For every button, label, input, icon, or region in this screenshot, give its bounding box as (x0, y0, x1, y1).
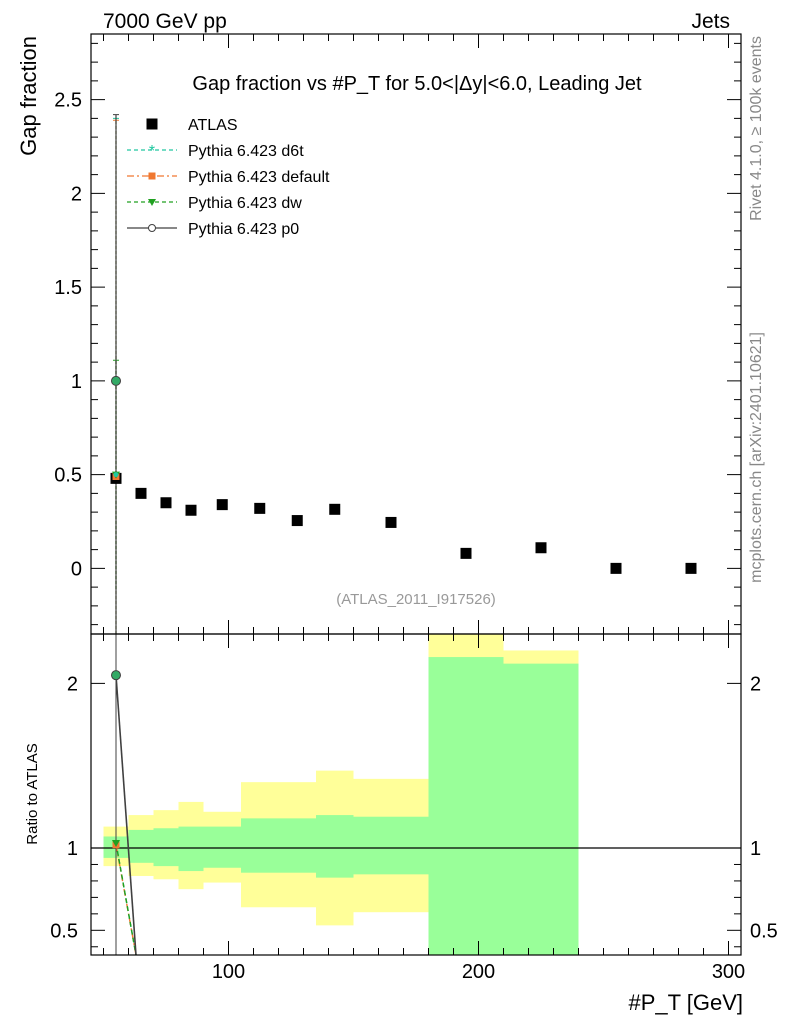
atlas-point-7 (329, 503, 341, 515)
rivet-version-label: Rivet 4.1.0, ≥ 100k events (748, 36, 765, 221)
ratio-y-tick-label-left: 0.5 (50, 920, 78, 942)
atlas-point-8 (385, 516, 397, 528)
ratio-line-p0 (115, 675, 137, 956)
atlas-point-2 (160, 497, 172, 509)
analysis-watermark: (ATLAS_2011_I917526) (336, 591, 496, 608)
ratio-frame (90, 633, 742, 956)
chart-title: Gap fraction vs #P_T for 5.0<|Δy|<6.0, L… (192, 73, 642, 95)
ratio-marker-p0 (111, 670, 121, 681)
ratio-ylabel: Ratio to ATLAS (24, 743, 41, 844)
legend-label-default: Pythia 6.423 default (188, 169, 330, 186)
legend-marker-default (148, 172, 156, 180)
legend-marker-dw (148, 199, 156, 206)
atlas-point-11 (610, 562, 622, 574)
legend-entry-dw: Pythia 6.423 dw (127, 195, 302, 212)
y-tick-label: 2 (71, 183, 82, 205)
inner-band-4 (203, 826, 241, 868)
legend-marker-atlas (146, 118, 158, 130)
x-tick-label: 100 (212, 961, 245, 983)
atlas-point-1 (135, 487, 147, 499)
process-label: Jets (691, 10, 730, 33)
legend-label-dw: Pythia 6.423 dw (188, 195, 302, 212)
y-tick-label: 1.5 (54, 277, 82, 299)
inner-band-2 (153, 828, 179, 867)
ratio-y-tick-label-right: 2 (750, 673, 761, 695)
x-axis-label: #P_T [GeV] (628, 990, 743, 1015)
marker-d6t (113, 472, 119, 478)
y-tick-label: 0.5 (54, 465, 82, 487)
inner-band-10 (503, 663, 579, 955)
legend-entry-default: Pythia 6.423 default (127, 169, 330, 186)
inner-band-1 (128, 829, 154, 863)
legend-entry-d6t: * Pythia 6.423 d6t (127, 143, 304, 160)
x-tick-label: 200 (462, 961, 495, 983)
atlas-point-10 (535, 542, 547, 554)
ratio-y-tick-label-left: 2 (67, 673, 78, 695)
inner-band-7 (316, 815, 354, 878)
y-tick-label: 2.5 (54, 90, 82, 112)
atlas-point-3 (185, 504, 197, 516)
axes: 100 200 300 0 0.5 1 1.5 2 2.5 0.5 0.5 1 1 2 2 (50, 33, 778, 983)
legend: ATLAS * Pythia 6.423 d6t Pythia 6.423 defau… (127, 117, 330, 238)
atlas-point-6 (291, 515, 303, 527)
inner-band-8 (353, 816, 429, 875)
atlas-point-5 (254, 502, 266, 514)
main-ylabel: Gap fraction (16, 36, 41, 156)
mcplots-label: mcplots.cern.ch [arXiv:2401.10621] (748, 332, 765, 583)
y-tick-label: 0 (71, 558, 82, 580)
atlas-point-12 (685, 562, 697, 574)
legend-entry-p0: Pythia 6.423 p0 (127, 221, 299, 238)
legend-label-p0: Pythia 6.423 p0 (188, 221, 299, 238)
ratio-uncertainty-bands (91, 634, 741, 955)
legend-label-d6t: Pythia 6.423 d6t (188, 143, 304, 160)
x-tick-label: 300 (712, 961, 745, 983)
inner-band-9 (428, 657, 504, 955)
legend-label-atlas: ATLAS (188, 117, 238, 134)
ratio-marker-dw (112, 840, 120, 848)
ratio-series (111, 634, 137, 956)
ratio-y-tick-label-right: 1 (750, 838, 761, 860)
atlas-point-9 (460, 547, 472, 559)
ratio-y-tick-label-right: 0.5 (750, 920, 778, 942)
energy-label: 7000 GeV pp (103, 10, 227, 33)
ratio-line-dw (115, 842, 137, 956)
legend-entry-atlas: ATLAS (146, 117, 238, 134)
inner-band-6 (278, 818, 316, 873)
ratio-y-tick-label-left: 1 (67, 838, 78, 860)
legend-marker-p0 (148, 224, 156, 232)
main-series (110, 114, 697, 634)
y-tick-label: 1 (71, 371, 82, 393)
atlas-point-4 (216, 499, 228, 511)
inner-band-5 (241, 818, 279, 873)
marker-p0 (111, 375, 121, 386)
legend-marker-d6t: * (149, 143, 155, 160)
inner-band-3 (178, 826, 204, 872)
